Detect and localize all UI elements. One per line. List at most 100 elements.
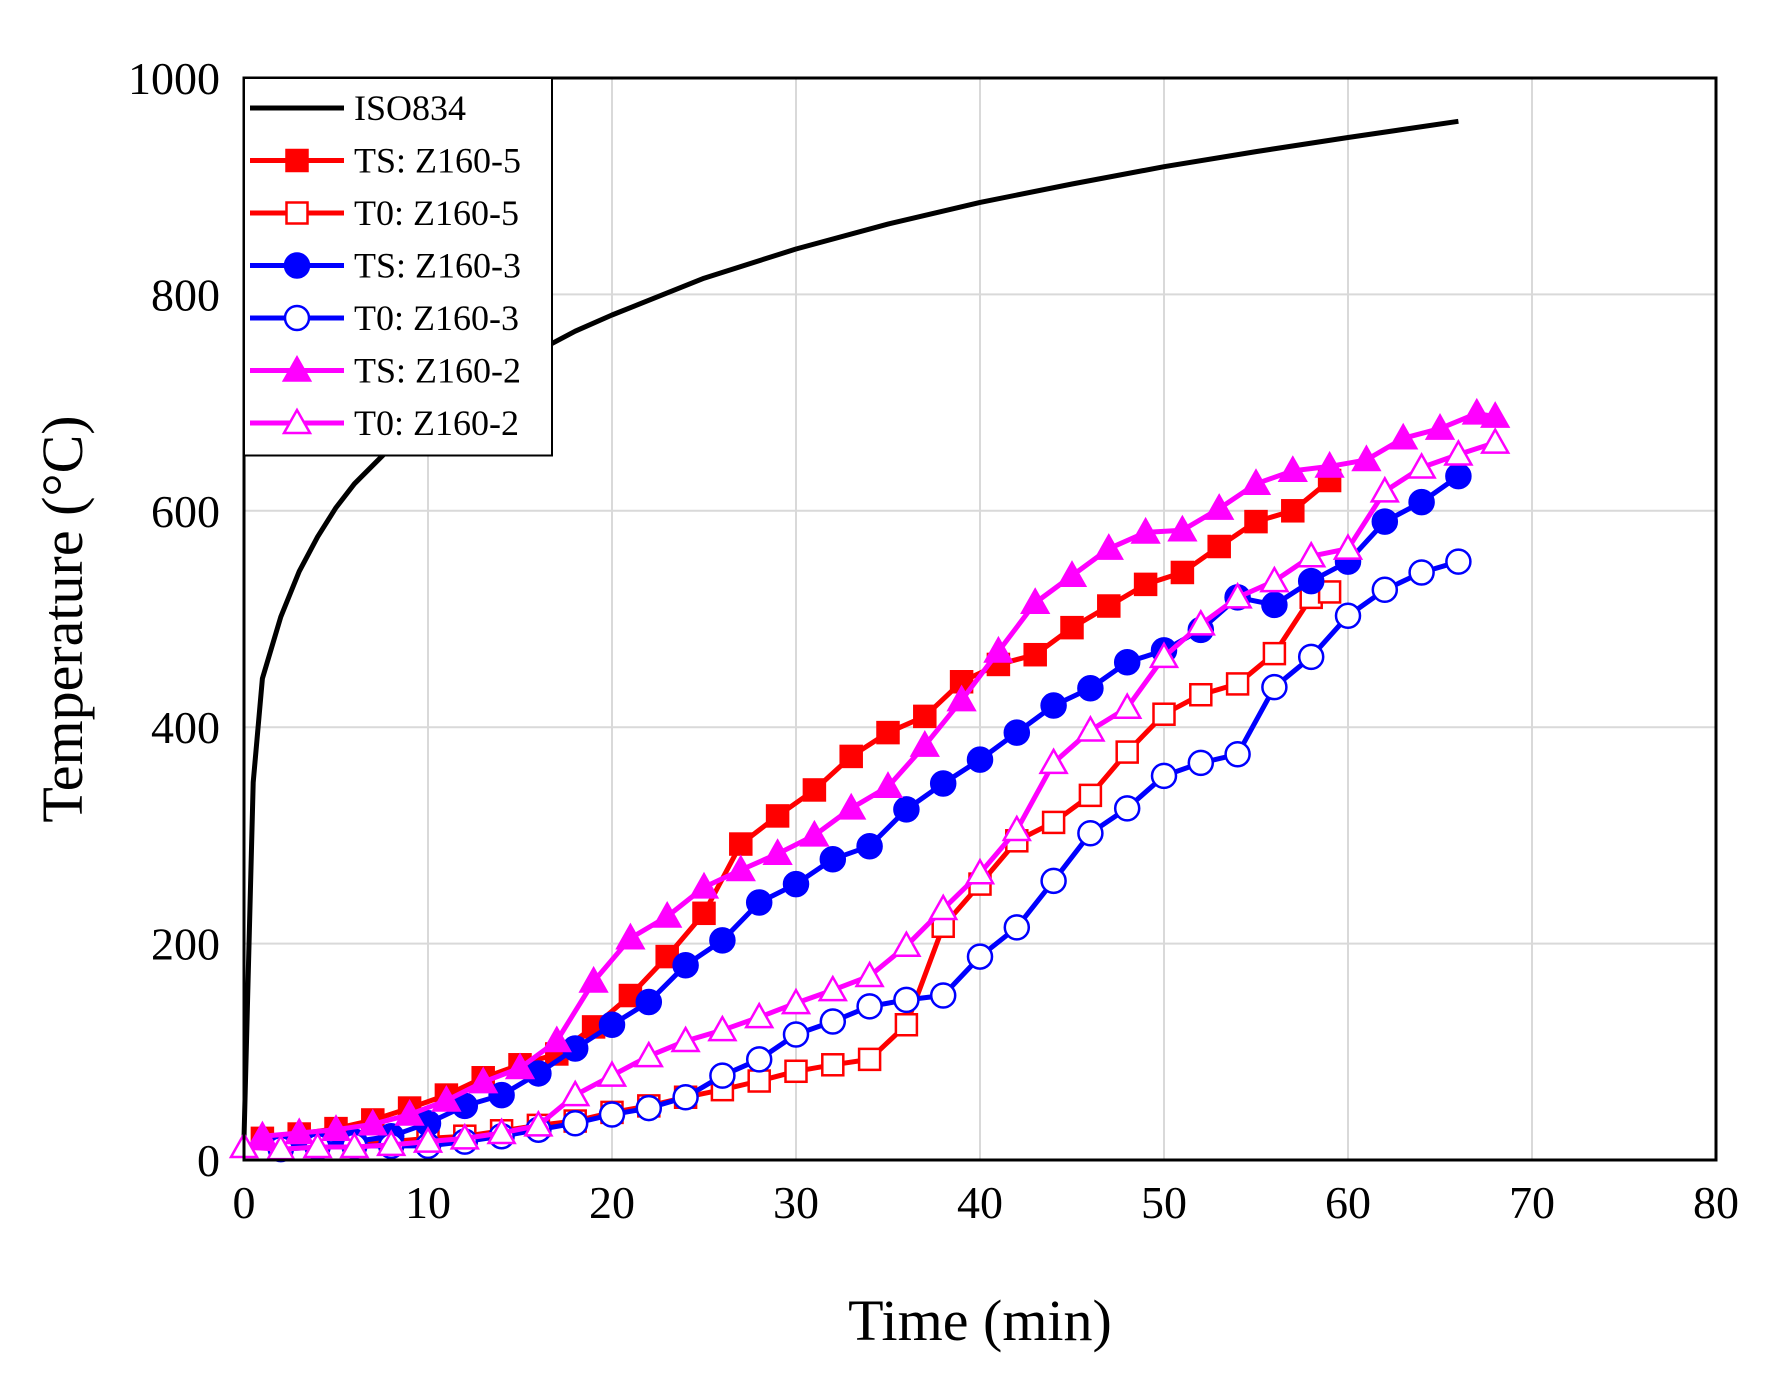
data-point (1277, 455, 1308, 483)
data-point (1371, 508, 1399, 535)
data-point (320, 1114, 352, 1141)
x-tick-label: 10 (405, 1177, 451, 1228)
data-point (1003, 719, 1031, 746)
data-point (1408, 488, 1435, 516)
x-axis-ticks: 0 10 20 30 40 50 60 70 80 (233, 1177, 1740, 1228)
data-point (893, 796, 920, 823)
data-point (857, 1047, 882, 1072)
data-point (913, 704, 937, 729)
data-point (486, 1117, 517, 1145)
x-tick-label: 40 (957, 1177, 1003, 1228)
data-point (725, 854, 756, 882)
data-point (357, 1108, 388, 1136)
series-layer (228, 118, 1511, 1163)
x-axis-title: Time (min) (848, 1288, 1112, 1353)
data-point (302, 1131, 333, 1159)
data-point (1261, 673, 1288, 701)
data-point (560, 1079, 591, 1107)
data-point (782, 870, 810, 898)
data-point (765, 804, 790, 828)
data-point (819, 845, 847, 873)
legend-marker (281, 407, 313, 435)
data-point (709, 927, 736, 954)
data-point (541, 1025, 572, 1053)
data-point (431, 1084, 462, 1112)
data-point (1152, 702, 1176, 726)
data-point (1369, 475, 1400, 503)
data-point (856, 832, 883, 860)
data-point (745, 1046, 773, 1073)
data-point (1240, 468, 1272, 495)
data-point (983, 635, 1014, 663)
data-point (1113, 649, 1141, 676)
data-point (1222, 581, 1253, 609)
data-point (1130, 516, 1161, 544)
data-point (966, 943, 994, 970)
data-point (1040, 692, 1067, 719)
x-tick-label: 30 (773, 1177, 819, 1228)
data-point (872, 771, 904, 798)
data-point (782, 1021, 810, 1048)
data-point (1297, 643, 1325, 671)
data-point (1170, 560, 1195, 585)
data-point (449, 1122, 480, 1150)
data-point (966, 746, 994, 773)
legend-label: ISO834 (354, 88, 466, 128)
legend-label: TS: Z160-2 (354, 351, 521, 391)
data-point (598, 1011, 626, 1038)
legend-marker (281, 354, 313, 382)
data-point (780, 987, 812, 1015)
data-point (819, 1008, 847, 1035)
data-point (821, 1053, 845, 1077)
data-point (762, 838, 793, 866)
data-point (596, 1060, 628, 1087)
data-point (799, 819, 830, 847)
data-point (1332, 533, 1364, 560)
data-point (1003, 914, 1031, 941)
data-point (670, 1025, 701, 1053)
data-point (1262, 641, 1287, 666)
data-point (1388, 422, 1419, 450)
data-point (394, 1099, 425, 1126)
data-point (598, 1101, 626, 1128)
data-point (1113, 795, 1141, 822)
data-point (1281, 499, 1305, 523)
data-point (1167, 514, 1198, 542)
data-point (1150, 762, 1178, 790)
gridlines (244, 78, 1716, 1160)
data-point (709, 1062, 736, 1089)
x-tick-label: 80 (1693, 1177, 1739, 1228)
data-point (504, 1052, 536, 1080)
x-tick-label: 70 (1509, 1177, 1555, 1228)
data-point (1041, 810, 1066, 835)
data-point (1185, 608, 1216, 636)
data-point (615, 922, 646, 950)
data-point (523, 1109, 554, 1137)
data-point (672, 1083, 699, 1111)
data-point (672, 951, 699, 979)
data-point (339, 1131, 370, 1159)
data-point (856, 993, 883, 1020)
data-point (633, 1040, 664, 1068)
data-point (964, 857, 996, 885)
x-tick-label: 60 (1325, 1177, 1371, 1228)
data-point (1133, 572, 1158, 597)
data-point (1406, 451, 1437, 479)
data-point (891, 930, 922, 958)
data-point (836, 792, 867, 820)
data-point (1296, 540, 1327, 568)
legend-marker (283, 252, 311, 279)
legend-label: T0: Z160-2 (354, 403, 519, 443)
data-point (1023, 642, 1047, 667)
data-point (1244, 509, 1268, 534)
data-point (1424, 413, 1456, 440)
data-point (893, 986, 920, 1014)
data-point (1115, 740, 1139, 764)
data-point (412, 1126, 444, 1153)
data-point (1038, 747, 1069, 775)
data-point (928, 893, 959, 921)
y-tick-label: 600 (151, 486, 220, 537)
data-point (876, 720, 900, 745)
data-point (688, 871, 720, 899)
